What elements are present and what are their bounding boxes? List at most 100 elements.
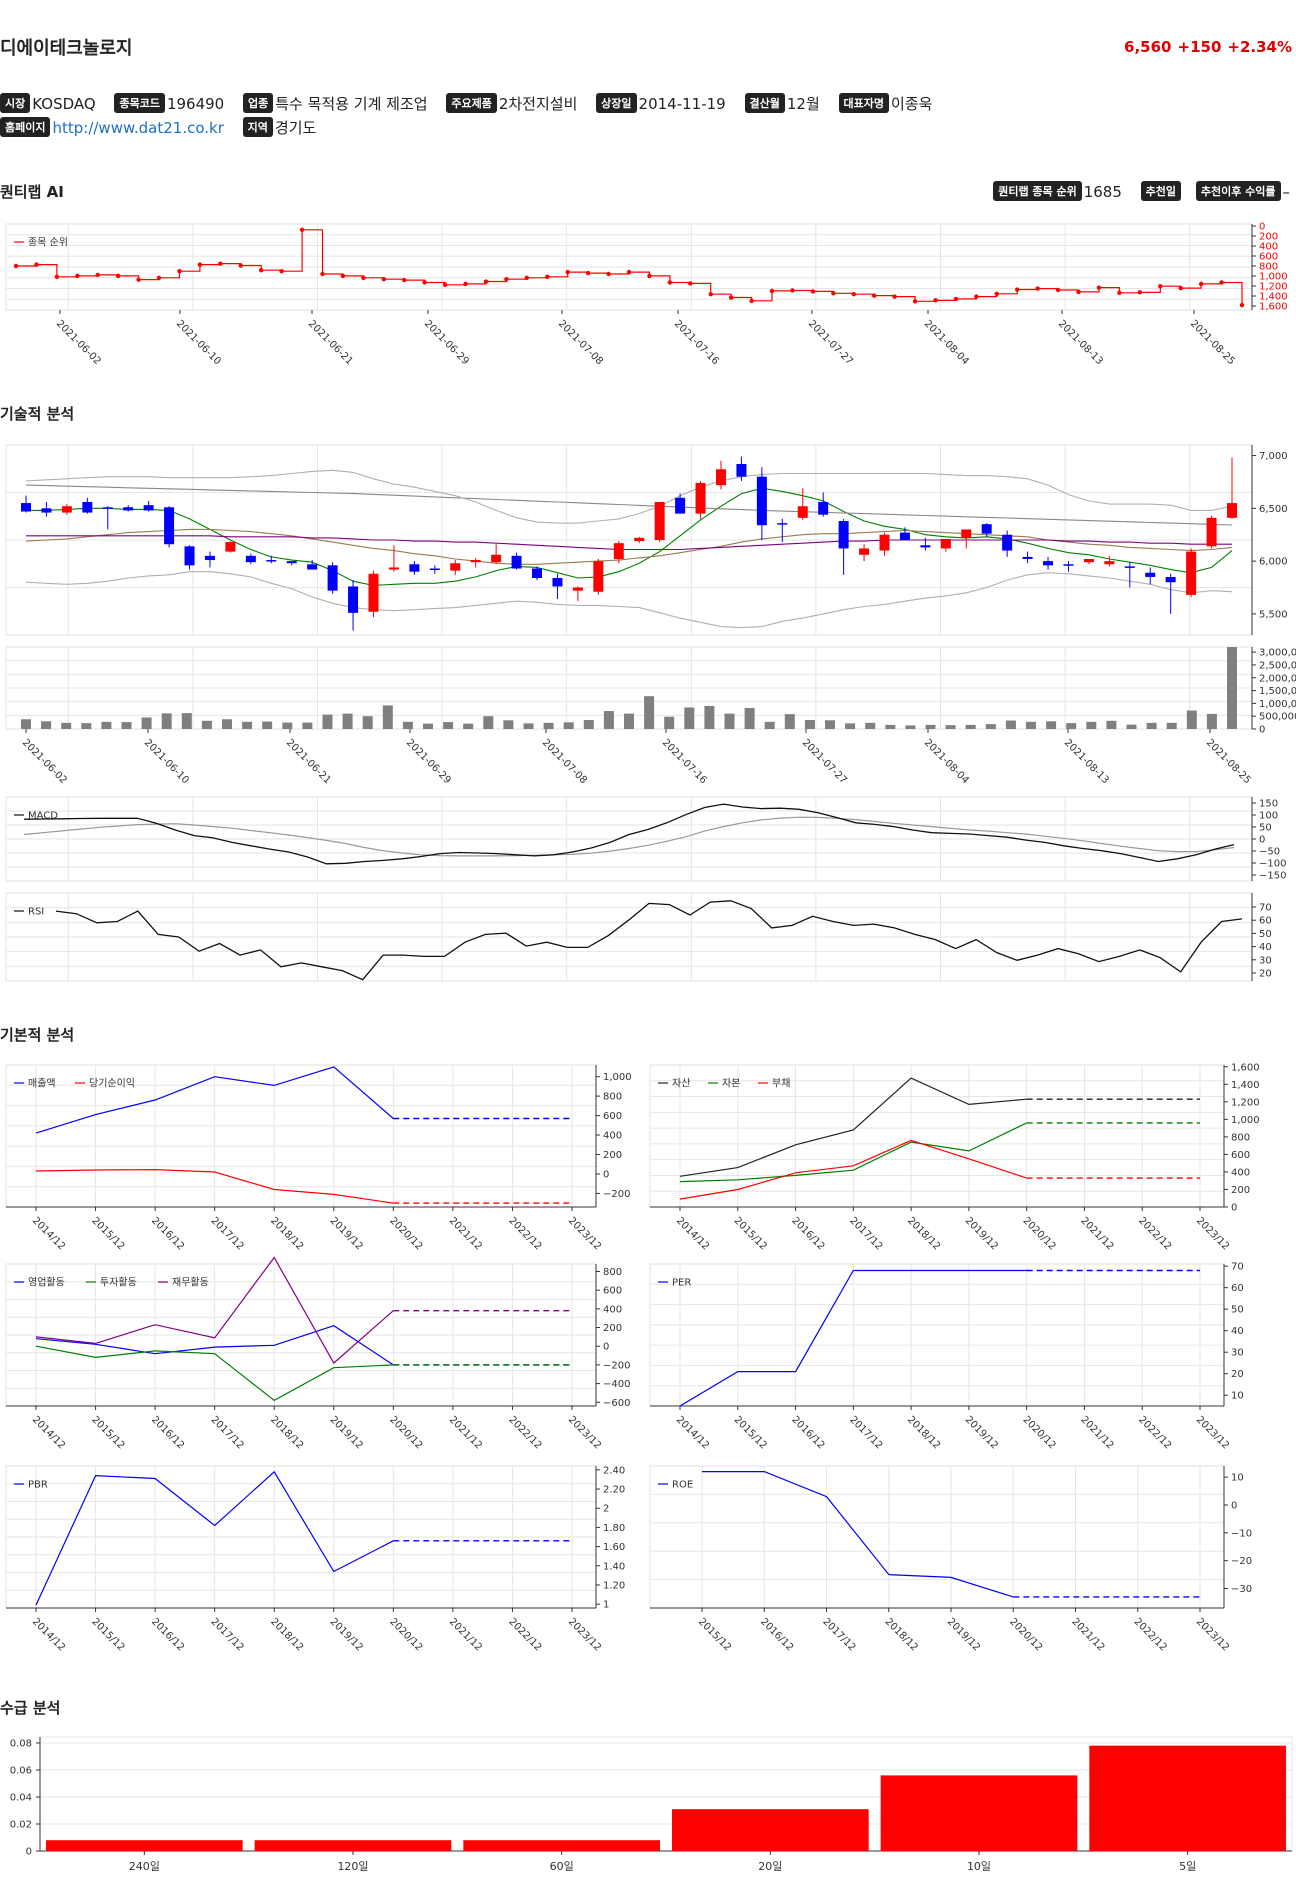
- x-tick-label: 2021-06-02: [54, 318, 103, 367]
- x-tick-label: 2015/12: [89, 1414, 126, 1451]
- x-tick-label: 2015/12: [89, 1215, 126, 1252]
- volume-bar: [222, 719, 232, 729]
- listed-tag: 상장일: [596, 93, 637, 113]
- y-tick-label: 1.40: [603, 1561, 625, 1572]
- rank-point: [953, 296, 959, 302]
- rank-point: [422, 280, 427, 285]
- volume-bar: [242, 721, 253, 729]
- y-tick-label: 1,000: [603, 1072, 632, 1083]
- y-tick-label: 20: [1231, 1369, 1244, 1380]
- fiscal-tag: 결산월: [744, 93, 785, 113]
- region-value: 경기도: [274, 119, 317, 137]
- x-tick-label: 2021-07-08: [540, 737, 589, 786]
- rank-point: [1137, 290, 1143, 295]
- supply-bar: [463, 1840, 660, 1851]
- y-tick-label: 60: [1231, 1283, 1244, 1294]
- volume-bar: [443, 722, 454, 729]
- supply-bar: [880, 1775, 1078, 1851]
- x-tick-label: 2021-06-10: [174, 318, 223, 367]
- volume-bar: [322, 714, 333, 729]
- x-tick-label: 2017/12: [209, 1215, 246, 1252]
- x-tick-label: 2021/12: [447, 1414, 484, 1451]
- x-tick-label: 2021-07-08: [556, 318, 605, 367]
- candle-body: [450, 563, 461, 571]
- x-tick-label: 2020/12: [387, 1616, 424, 1653]
- y-tick-label: 600: [1231, 1150, 1250, 1161]
- rank-point: [54, 274, 60, 280]
- volume-bar: [1166, 722, 1177, 729]
- x-tick-label: 2014/12: [30, 1414, 67, 1451]
- legend-entry: 자본: [722, 1078, 740, 1090]
- y-tick-label: 7,000: [1259, 451, 1288, 462]
- x-category-label: 10일: [967, 1859, 991, 1873]
- y-tick-label: 800: [1259, 262, 1278, 273]
- volume-bar: [865, 722, 876, 729]
- x-tick-label: 2018/12: [905, 1414, 942, 1451]
- x-tick-label: 2017/12: [847, 1215, 884, 1252]
- y-tick-label: 40: [1259, 942, 1272, 953]
- x-tick-label: 2017/12: [820, 1616, 857, 1653]
- cashflow-chart: 800 600 400 200 0 −200 −400 −600 영업활동 투자활동 재무활동 201…: [5, 1256, 630, 1451]
- volume-bar: [885, 724, 896, 729]
- homepage-link[interactable]: http://www.dat21.co.kr: [52, 119, 224, 137]
- x-tick-label: 2018/12: [268, 1616, 305, 1653]
- rank-point: [197, 262, 203, 267]
- supply-bar: [1089, 1745, 1286, 1851]
- rank-point: [524, 275, 530, 280]
- volume-bar: [624, 713, 634, 729]
- rank-point: [1198, 281, 1204, 287]
- x-tick-label: 2016/12: [149, 1215, 186, 1252]
- y-tick-label: 1,600: [1231, 1062, 1260, 1073]
- legend-entry: PBR: [28, 1480, 48, 1491]
- rsi-line: [55, 900, 1243, 981]
- volume-bar: [684, 707, 695, 729]
- rank-point: [912, 299, 918, 304]
- macd-line: [23, 803, 1235, 865]
- candle-body: [818, 502, 829, 515]
- y-tick-label: 0: [1259, 725, 1265, 736]
- market-tag: 시장: [0, 93, 31, 113]
- y-tick-label: 0: [26, 1847, 32, 1858]
- x-tick-label: 2014/12: [674, 1215, 711, 1252]
- rank-point: [585, 270, 591, 276]
- rank-point: [13, 263, 19, 269]
- rank-point: [831, 291, 836, 296]
- x-tick-label: 2021-08-25: [1188, 318, 1237, 367]
- volume-bar: [402, 721, 413, 729]
- legend-entry: MACD: [28, 811, 58, 822]
- x-tick-label: 2021-07-27: [800, 737, 849, 786]
- current-price: 6,560: [1124, 38, 1172, 56]
- candle-body: [1165, 576, 1176, 583]
- candle-body: [1124, 566, 1135, 568]
- x-tick-label: 2021-06-29: [404, 737, 453, 786]
- x-tick-label: 2020/12: [1021, 1215, 1058, 1252]
- x-tick-label: 2020/12: [1021, 1414, 1058, 1451]
- legend-entry: PER: [672, 1278, 691, 1289]
- candle-body: [348, 586, 359, 613]
- legend-entry: RSI: [28, 907, 44, 918]
- volume-bar: [744, 707, 755, 729]
- signal-line: [23, 816, 1235, 857]
- x-tick-label: 2022/12: [1136, 1414, 1173, 1451]
- x-tick-label: 2020/12: [1007, 1616, 1044, 1653]
- x-tick-label: 2022/12: [506, 1414, 543, 1451]
- rank-point: [565, 269, 570, 275]
- y-tick-label: 6,500: [1259, 504, 1288, 515]
- candle-body: [552, 578, 563, 587]
- series-line: [35, 1345, 394, 1402]
- plot-frame: [39, 1736, 1293, 1852]
- y-tick-label: 20: [1259, 969, 1272, 980]
- rank-point: [156, 275, 162, 280]
- x-tick-label: 2023/12: [566, 1215, 603, 1252]
- volume-bar: [1106, 720, 1117, 729]
- supply-chart: 0 0.02 0.04 0.06 0.08 240일 120일 60일 20일 10일 5일: [10, 1736, 1293, 1873]
- y-tick-label: 800: [603, 1092, 622, 1103]
- volume-bar: [463, 723, 474, 729]
- x-tick-label: 2023/12: [1194, 1215, 1231, 1252]
- y-tick-label: 1,000,000: [1259, 699, 1296, 710]
- candle-body: [715, 469, 726, 486]
- volume-bar: [764, 721, 775, 729]
- x-tick-label: 2019/12: [945, 1616, 982, 1653]
